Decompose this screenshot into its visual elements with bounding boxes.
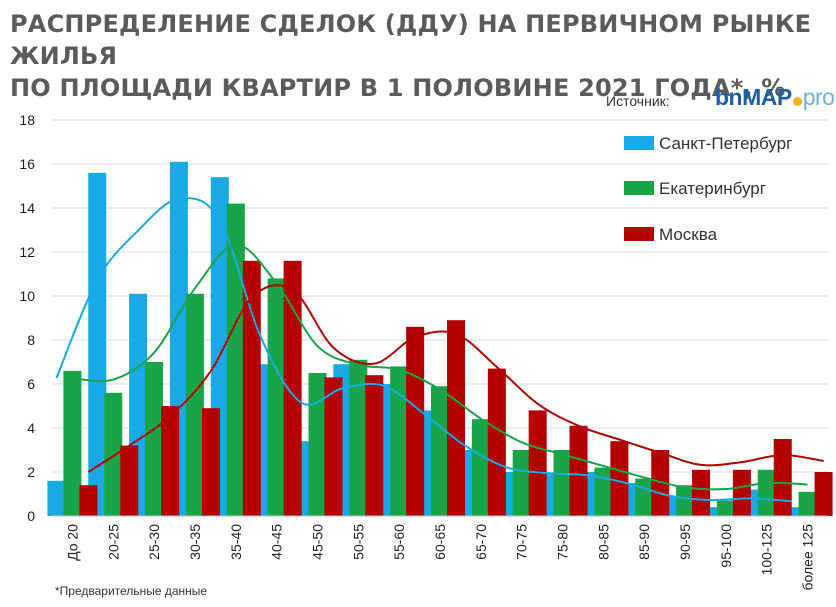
legend-label: Санкт-Петербург (659, 134, 792, 153)
y-tick-label: 14 (19, 200, 35, 216)
bar (79, 485, 98, 516)
x-tick-label: 55-60 (391, 524, 407, 560)
bar (324, 377, 343, 516)
x-tick-label: 95-100 (718, 524, 734, 568)
y-tick-label: 4 (27, 420, 35, 436)
bar (47, 480, 66, 516)
bar (88, 172, 107, 517)
bar (120, 445, 139, 516)
bar (161, 406, 180, 516)
x-tick-label: 35-40 (228, 524, 244, 560)
title-line-1: РАСПРЕДЕЛЕНИЕ СДЕЛОК (ДДУ) НА ПЕРВИЧНОМ … (10, 10, 812, 70)
series-trend-line (87, 284, 824, 473)
bar (267, 278, 286, 516)
bar (487, 368, 506, 516)
x-tick-label: 60-65 (432, 524, 448, 560)
bar (594, 467, 613, 516)
title-line-2: ПО ПЛОЩАДИ КВАРТИР В 1 ПОЛОВИНЕ 2021 ГОД… (10, 74, 786, 102)
bar (798, 491, 817, 516)
x-tick-label: 50-55 (350, 524, 366, 560)
y-tick-label: 2 (27, 464, 35, 480)
y-tick-label: 6 (27, 376, 35, 392)
x-tick-label: 40-45 (269, 524, 285, 560)
bar (431, 386, 449, 516)
x-tick-label: 100-125 (759, 524, 775, 576)
y-tick-label: 16 (19, 156, 35, 172)
bar (651, 450, 670, 516)
bar (63, 370, 82, 516)
x-tick-label: 25-30 (146, 524, 162, 560)
x-tick-label: 70-75 (514, 524, 530, 560)
source-label: Источник: (606, 93, 670, 109)
bar (512, 450, 531, 516)
bar (528, 410, 547, 516)
y-tick-label: 12 (19, 244, 35, 260)
logo-part-2: MAP (742, 84, 792, 110)
x-tick-label: 30-35 (187, 524, 203, 560)
series-trend-line (55, 197, 792, 503)
bar (406, 326, 425, 516)
x-tick-label: 20-25 (105, 524, 121, 560)
x-tick-label: 45-50 (309, 524, 325, 560)
x-tick-label: 85-90 (636, 524, 652, 560)
chart-title: РАСПРЕДЕЛЕНИЕ СДЕЛОК (ДДУ) НА ПЕРВИЧНОМ … (10, 8, 830, 104)
bar (773, 439, 792, 516)
y-tick-label: 8 (27, 332, 35, 348)
bar (365, 375, 384, 516)
x-tick-label: 80-85 (595, 524, 611, 560)
y-tick-label: 0 (27, 508, 35, 524)
bar (185, 293, 204, 516)
bar (226, 203, 245, 516)
x-tick-label: До 20 (64, 524, 80, 561)
legend-label: Екатеринбург (659, 179, 766, 198)
bar (610, 441, 629, 516)
bar (569, 425, 588, 516)
bnmap-logo: bnMAP pro (715, 84, 835, 111)
x-tick-label: более 125 (800, 524, 816, 591)
bar (716, 500, 735, 516)
bar (676, 485, 695, 516)
bar (201, 408, 220, 516)
x-tick-label: 65-70 (473, 524, 489, 560)
bar (390, 366, 409, 516)
x-tick-label: 90-95 (677, 524, 693, 560)
bar (283, 260, 302, 516)
logo-part-1: bn (715, 84, 743, 110)
legend-swatch (624, 181, 654, 195)
bar (145, 362, 164, 516)
bar (447, 320, 465, 516)
legend-swatch (624, 227, 654, 241)
x-tick-label: 75-80 (555, 524, 571, 560)
legend-swatch (624, 136, 654, 150)
bar (553, 450, 572, 516)
bar (471, 419, 490, 516)
legend-label: Москва (659, 225, 718, 244)
footnote: *Предварительные данные (55, 584, 208, 598)
logo-dot (792, 97, 802, 106)
bar (757, 469, 776, 516)
bar (732, 469, 751, 516)
logo-part-3: pro (802, 84, 835, 110)
bar (814, 472, 833, 516)
bar (692, 469, 711, 516)
series-trend-line (72, 243, 808, 491)
bar (308, 373, 327, 516)
bar (635, 478, 654, 516)
bar (104, 392, 123, 516)
y-tick-label: 10 (19, 288, 35, 304)
bar (349, 359, 368, 516)
y-tick-label: 18 (19, 112, 35, 128)
